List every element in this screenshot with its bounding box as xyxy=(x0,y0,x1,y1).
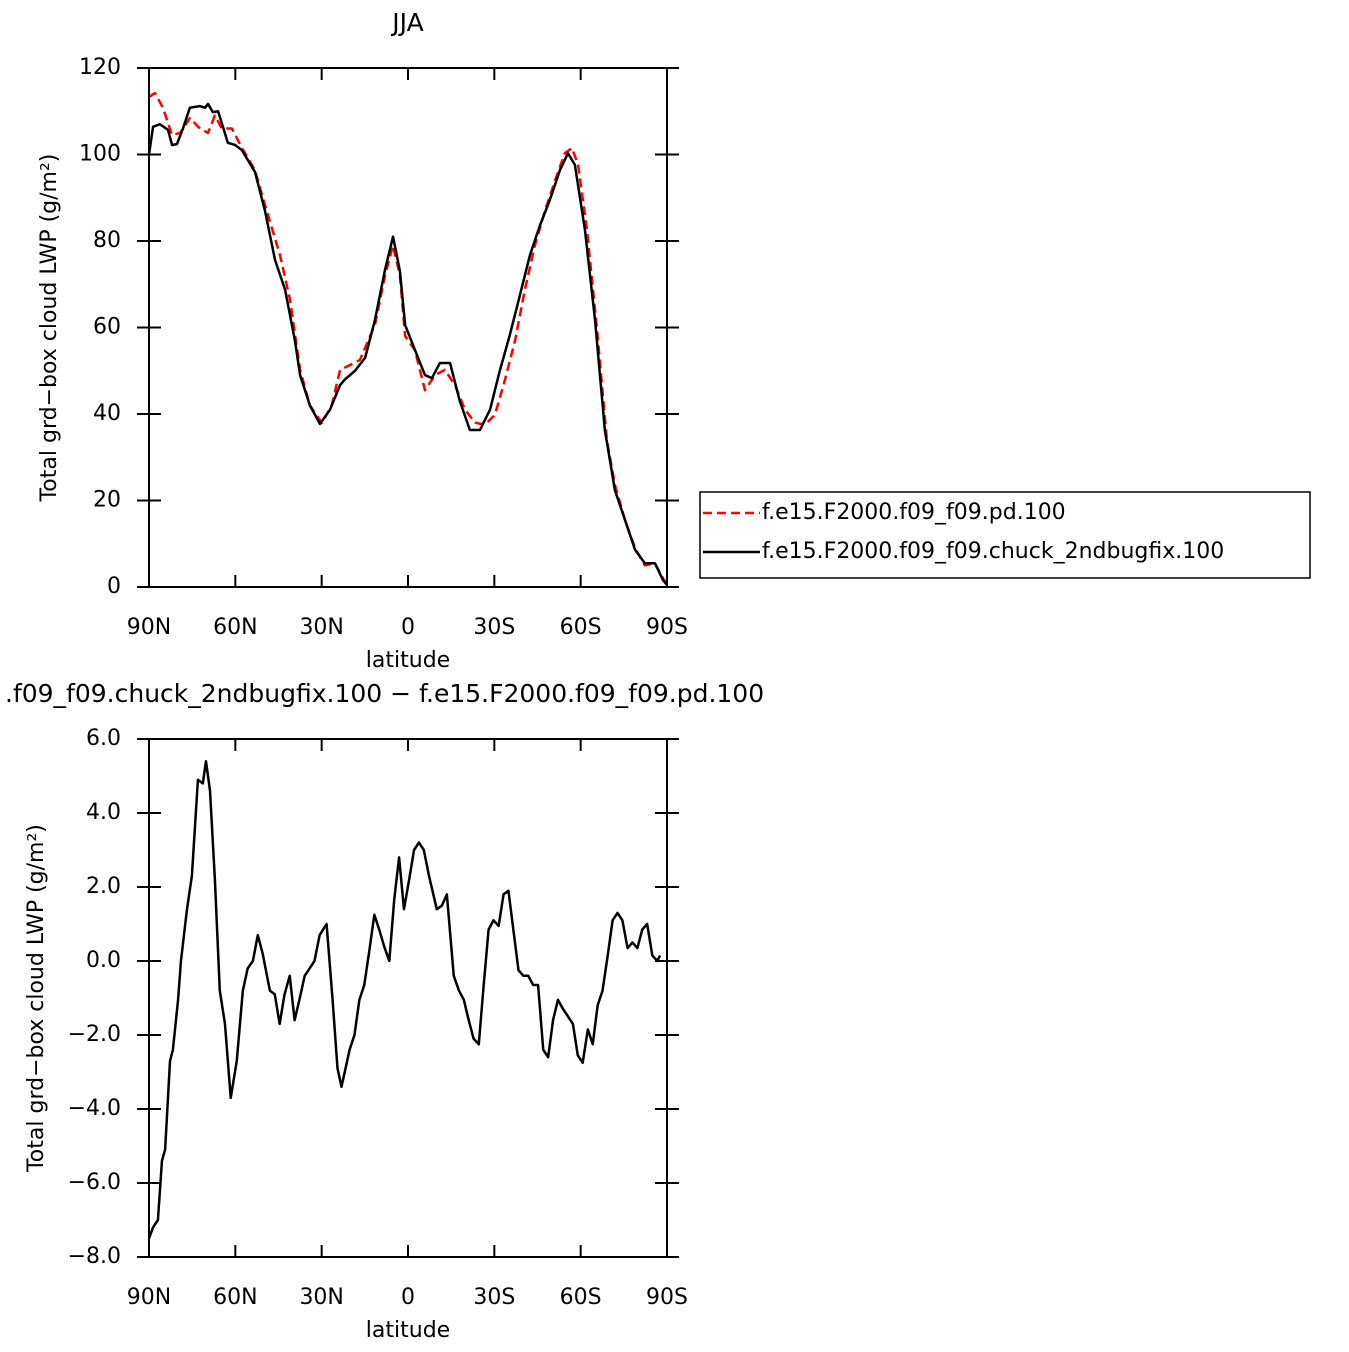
y-tick-label: 100 xyxy=(79,142,121,167)
plot-frame xyxy=(148,738,668,1258)
y-tick-label: 40 xyxy=(93,401,121,426)
x-tick-label: 0 xyxy=(401,1285,415,1310)
y-tick-label: −6.0 xyxy=(68,1170,121,1195)
y-tick-label: 20 xyxy=(93,488,121,513)
x-tick-label: 60S xyxy=(560,615,602,640)
y-tick-label: 0.0 xyxy=(86,948,121,973)
y-tick-label: 80 xyxy=(93,228,121,253)
data-line xyxy=(147,102,668,586)
x-tick-label: 90S xyxy=(646,615,688,640)
x-tick-label: 90N xyxy=(127,615,171,640)
y-tick-label: −4.0 xyxy=(68,1096,121,1121)
y-tick-label: 60 xyxy=(93,315,121,340)
y-axis-label: Total grd−box cloud LWP (g/m²) xyxy=(24,824,49,1173)
y-tick-label: 0 xyxy=(107,574,121,599)
x-axis-label: latitude xyxy=(366,648,450,673)
y-tick-label: 6.0 xyxy=(86,726,121,751)
legend-label: f.e15.F2000.f09_f09.chuck_2ndbugfix.100 xyxy=(762,539,1224,564)
x-tick-label: 60N xyxy=(213,615,257,640)
x-axis-label: latitude xyxy=(366,1318,450,1343)
x-tick-label: 30N xyxy=(299,1285,343,1310)
y-tick-label: 4.0 xyxy=(86,800,121,825)
x-tick-label: 0 xyxy=(401,615,415,640)
chart-title: .f09_f09.chuck_2ndbugfix.100 − f.e15.F20… xyxy=(5,679,764,708)
x-tick-label: 60N xyxy=(213,1285,257,1310)
data-line xyxy=(148,91,669,586)
y-axis-label: Total grd−box cloud LWP (g/m²) xyxy=(37,154,62,503)
y-tick-label: 120 xyxy=(79,55,121,80)
x-tick-label: 90S xyxy=(646,1285,688,1310)
y-tick-label: 2.0 xyxy=(86,874,121,899)
x-tick-label: 60S xyxy=(560,1285,602,1310)
plot-frame xyxy=(148,67,668,588)
y-tick-label: −8.0 xyxy=(68,1244,121,1269)
chart-title: JJA xyxy=(390,8,423,37)
data-line xyxy=(147,759,662,1239)
legend-label: f.e15.F2000.f09_f09.pd.100 xyxy=(762,500,1066,525)
legend-box xyxy=(699,491,1311,579)
y-tick-label: −2.0 xyxy=(68,1022,121,1047)
x-tick-label: 30S xyxy=(473,615,515,640)
x-tick-label: 90N xyxy=(127,1285,171,1310)
x-tick-label: 30S xyxy=(473,1285,515,1310)
x-tick-label: 30N xyxy=(299,615,343,640)
